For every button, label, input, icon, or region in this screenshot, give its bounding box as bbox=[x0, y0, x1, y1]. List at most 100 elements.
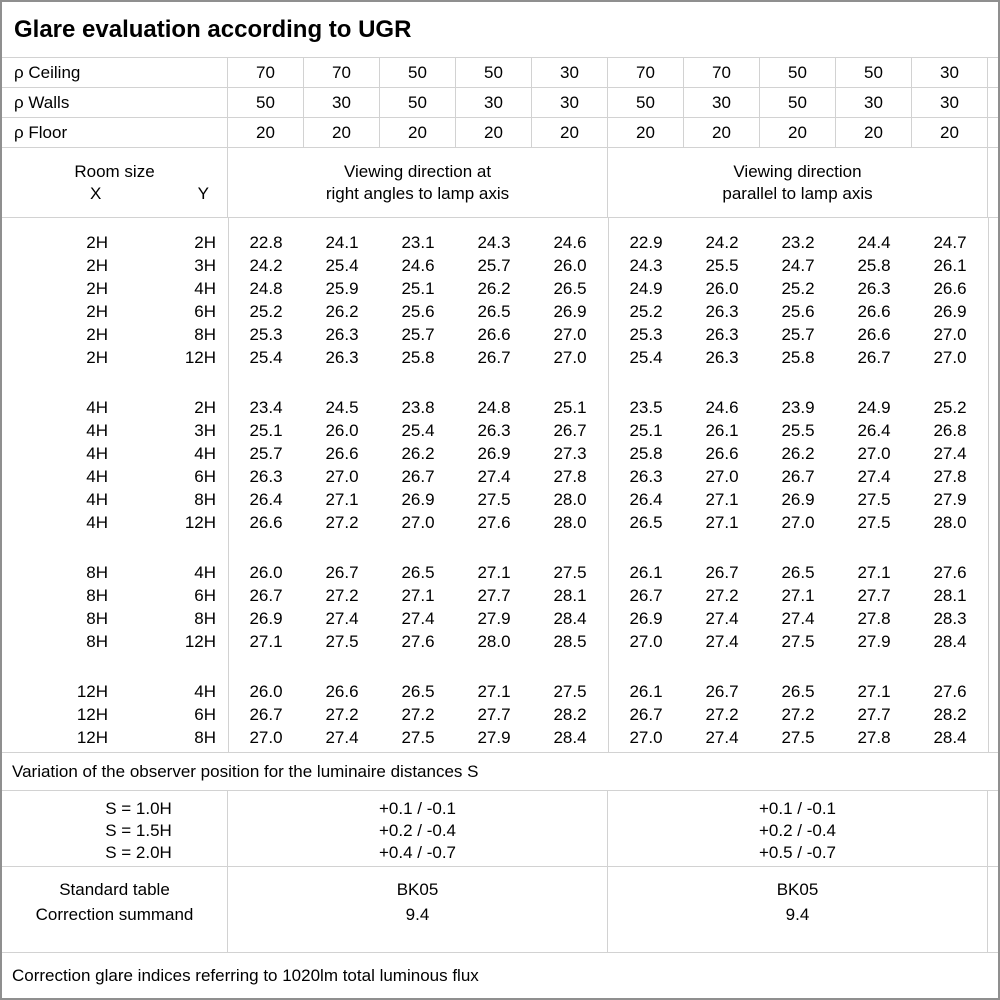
ugr-value-parallel: 27.8 bbox=[933, 466, 967, 486]
ugr-value-parallel: 26.7 bbox=[857, 347, 891, 367]
ugr-value-parallel: 25.2 bbox=[629, 301, 663, 321]
ugr-value-parallel: 26.5 bbox=[781, 562, 815, 582]
ugr-value-parallel: 25.8 bbox=[629, 443, 663, 463]
ugr-value-right-angles: 26.7 bbox=[249, 704, 283, 724]
ugr-value-right-angles: 26.3 bbox=[477, 420, 511, 440]
room-size-x-value: 2H bbox=[86, 301, 108, 321]
header-parallel: Viewing direction parallel to lamp axis bbox=[608, 148, 988, 217]
reflectance-value: 20 bbox=[380, 118, 456, 147]
reflectance-row: ρ Walls 50 30 50 30 30 50 30 50 30 30 bbox=[2, 88, 998, 118]
room-size-y-value: 8H bbox=[194, 727, 216, 747]
ugr-value-parallel: 24.9 bbox=[629, 278, 663, 298]
room-size-x-value: 8H bbox=[86, 608, 108, 628]
ugr-value-parallel: 27.2 bbox=[781, 704, 815, 724]
ugr-value-right-angles: 25.2 bbox=[249, 301, 283, 321]
reflectance-value: 70 bbox=[304, 58, 380, 87]
variation-note: Variation of the observer position for t… bbox=[12, 761, 479, 781]
ugr-value-right-angles: 24.8 bbox=[477, 397, 511, 417]
room-size-x-label: X bbox=[90, 183, 102, 203]
room-size-x-value: 8H bbox=[86, 585, 108, 605]
ugr-value-parallel: 27.0 bbox=[629, 631, 663, 651]
ugr-value-parallel: 27.5 bbox=[857, 512, 891, 532]
ugr-value-right-angles: 27.0 bbox=[401, 512, 435, 532]
s-right-angles-column: +0.1 / -0.1 +0.2 / -0.4 +0.4 / -0.7 bbox=[228, 791, 608, 866]
room-size-x-value: 4H bbox=[86, 512, 108, 532]
ugr-value-parallel: 25.6 bbox=[781, 301, 815, 321]
room-size-y-value: 6H bbox=[194, 466, 216, 486]
ugr-value-right-angles: 26.6 bbox=[477, 324, 511, 344]
ugr-value-right-angles: 26.2 bbox=[477, 278, 511, 298]
standard-table-band: Standard table Correction summand BK05 9.4… bbox=[2, 867, 998, 953]
ugr-value-parallel: 26.1 bbox=[629, 562, 663, 582]
ugr-value-parallel: 27.4 bbox=[705, 727, 739, 747]
ugr-value-right-angles: 26.0 bbox=[325, 420, 359, 440]
ugr-value-right-angles: 25.7 bbox=[249, 443, 283, 463]
ugr-value-parallel: 26.7 bbox=[705, 562, 739, 582]
ugr-value-parallel: 26.3 bbox=[705, 324, 739, 344]
ugr-value-right-angles: 27.4 bbox=[477, 466, 511, 486]
ugr-value-parallel: 28.0 bbox=[933, 512, 967, 532]
ugr-value-parallel: 25.3 bbox=[629, 324, 663, 344]
reflectance-value: 30 bbox=[912, 58, 988, 87]
ugr-value-right-angles: 26.6 bbox=[249, 512, 283, 532]
divider-right-edge bbox=[988, 218, 989, 752]
ugr-table-row: 8H 12H 27.1 27.5 27.6 28.0 28.5 27.0 27.4 27.5 27.… bbox=[2, 630, 998, 653]
ugr-value-right-angles: 26.0 bbox=[249, 681, 283, 701]
ugr-value-parallel: 27.1 bbox=[857, 562, 891, 582]
ugr-value-right-angles: 27.5 bbox=[553, 562, 587, 582]
ugr-value-parallel: 27.1 bbox=[857, 681, 891, 701]
ugr-value-parallel: 27.6 bbox=[933, 562, 967, 582]
ugr-value-parallel: 27.5 bbox=[781, 727, 815, 747]
room-size-x-value: 12H bbox=[76, 704, 108, 724]
ugr-value-parallel: 28.1 bbox=[933, 585, 967, 605]
ugr-value-parallel: 27.4 bbox=[781, 608, 815, 628]
ugr-value-parallel: 27.4 bbox=[933, 443, 967, 463]
room-size-x-value: 8H bbox=[86, 631, 108, 651]
ugr-table-row: 2H 6H 25.2 26.2 25.6 26.5 26.9 25.2 26.3 25.6 26.6… bbox=[2, 300, 998, 323]
ugr-value-right-angles: 26.9 bbox=[249, 608, 283, 628]
room-size-x-value: 12H bbox=[76, 681, 108, 701]
s-distance-label: S = 1.0H bbox=[105, 799, 172, 818]
room-size-header: Room size X Y bbox=[2, 148, 228, 217]
reflectance-value: 50 bbox=[760, 88, 836, 117]
reflectance-row: ρ Floor 20 20 20 20 20 20 20 20 20 20 bbox=[2, 118, 998, 148]
ugr-value-right-angles: 24.2 bbox=[249, 255, 283, 275]
ugr-table-row: 2H 2H 22.8 24.1 23.1 24.3 24.6 22.9 24.2 23.2 24.4… bbox=[2, 231, 998, 254]
room-size-y-value: 12H bbox=[184, 631, 216, 651]
ugr-value-parallel: 27.0 bbox=[705, 466, 739, 486]
header-right-angles-line1: Viewing direction at bbox=[343, 161, 492, 181]
room-size-y-value: 3H bbox=[194, 255, 216, 275]
s-variation-parallel: +0.5 / -0.7 bbox=[758, 843, 837, 862]
ugr-value-right-angles: 27.2 bbox=[325, 585, 359, 605]
reflectance-value: 20 bbox=[760, 118, 836, 147]
room-size-y-value: 8H bbox=[194, 324, 216, 344]
room-size-x-value: 12H bbox=[76, 727, 108, 747]
ugr-block: 4H 2H 23.4 24.5 23.8 24.8 25.1 23.5 24.6 23.9 24.9… bbox=[2, 396, 998, 534]
reflectance-value: 70 bbox=[684, 58, 760, 87]
ugr-value-right-angles: 26.7 bbox=[477, 347, 511, 367]
title-row: Glare evaluation according to UGR bbox=[2, 2, 998, 58]
room-size-x-value: 2H bbox=[86, 278, 108, 298]
ugr-block: 8H 4H 26.0 26.7 26.5 27.1 27.5 26.1 26.7 26.5 27.1… bbox=[2, 561, 998, 653]
reflectance-value: 50 bbox=[836, 58, 912, 87]
ugr-value-right-angles: 26.9 bbox=[553, 301, 587, 321]
ugr-value-right-angles: 27.4 bbox=[401, 608, 435, 628]
ugr-value-right-angles: 27.5 bbox=[553, 681, 587, 701]
ugr-value-parallel: 25.5 bbox=[781, 420, 815, 440]
ugr-value-parallel: 24.7 bbox=[781, 255, 815, 275]
ugr-value-right-angles: 24.3 bbox=[477, 232, 511, 252]
ugr-value-right-angles: 26.9 bbox=[477, 443, 511, 463]
reflectance-value: 30 bbox=[456, 88, 532, 117]
ugr-value-right-angles: 27.7 bbox=[477, 585, 511, 605]
header-right-angles-line2: right angles to lamp axis bbox=[325, 183, 510, 203]
reflectance-value: 50 bbox=[608, 88, 684, 117]
ugr-value-right-angles: 26.7 bbox=[553, 420, 587, 440]
s-variation-right-angles: +0.1 / -0.1 bbox=[378, 799, 457, 818]
ugr-value-parallel: 26.7 bbox=[629, 704, 663, 724]
ugr-value-parallel: 25.4 bbox=[629, 347, 663, 367]
ugr-value-parallel: 23.5 bbox=[629, 397, 663, 417]
reflectance-filler bbox=[988, 118, 998, 147]
ugr-value-right-angles: 25.1 bbox=[401, 278, 435, 298]
ugr-value-parallel: 27.7 bbox=[857, 704, 891, 724]
ugr-value-right-angles: 27.6 bbox=[477, 512, 511, 532]
